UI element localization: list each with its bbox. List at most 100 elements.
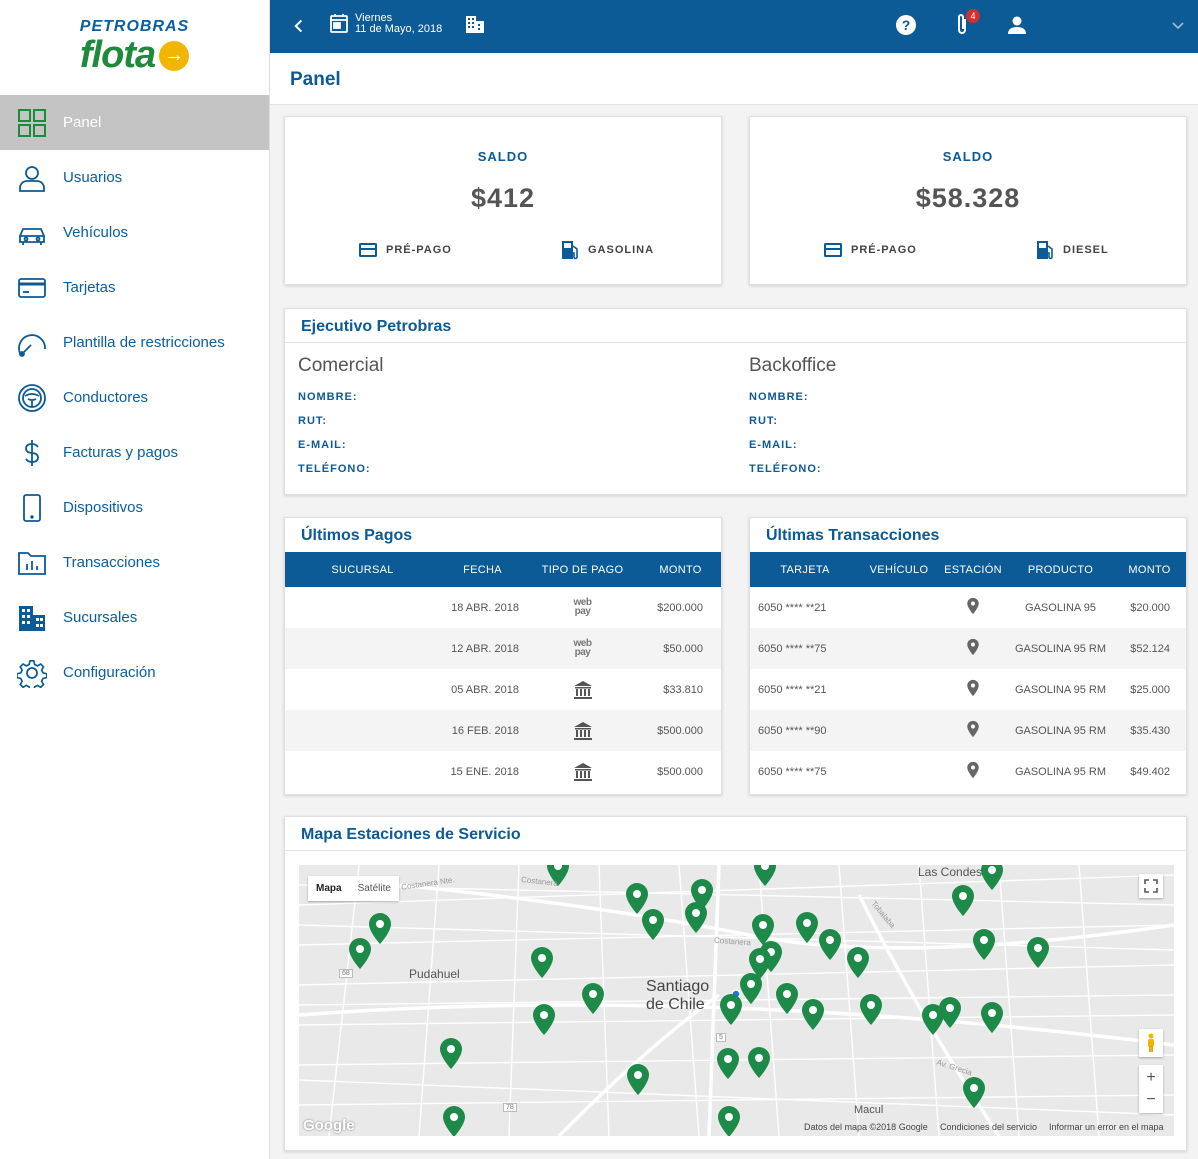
col-header-producto[interactable]: PRODUCTO xyxy=(1027,563,1094,576)
station-marker[interactable] xyxy=(720,994,742,1025)
saldo-fuel-label: DIESEL xyxy=(1063,244,1109,256)
map-place-las-condes: Las Condes xyxy=(918,865,983,879)
station-marker[interactable] xyxy=(981,865,1003,890)
table-row[interactable]: 15 ENE. 2018 $500.000 xyxy=(285,751,721,792)
col-header-fecha[interactable]: FECHA xyxy=(463,563,502,576)
station-marker[interactable] xyxy=(547,865,569,886)
col-header-sucursal[interactable]: SUCURSAL xyxy=(331,563,394,576)
station-marker[interactable] xyxy=(443,1106,465,1136)
table-row[interactable]: 6050 **** **21 GASOLINA 95 RM $25.000 xyxy=(750,669,1186,710)
station-marker[interactable] xyxy=(369,913,391,944)
sidebar-item-panel[interactable]: Panel xyxy=(0,95,269,150)
station-marker[interactable] xyxy=(802,999,824,1030)
table-row[interactable]: 18 ABR. 2018 web pay $200.000 xyxy=(285,587,721,628)
table-row[interactable]: 6050 **** **90 GASOLINA 95 RM $35.430 xyxy=(750,710,1186,751)
zoom-out-icon[interactable]: − xyxy=(1146,1091,1156,1108)
station-marker[interactable] xyxy=(685,902,707,933)
cell-estacion[interactable] xyxy=(938,669,1008,710)
fullscreen-icon[interactable] xyxy=(1139,874,1163,898)
table-row[interactable]: 6050 **** **21 GASOLINA 95 $20.000 xyxy=(750,587,1186,628)
table-row[interactable]: 16 FEB. 2018 $500.000 xyxy=(285,710,721,751)
station-marker[interactable] xyxy=(717,1048,739,1079)
cell-tarjeta: 6050 **** **75 xyxy=(758,642,827,655)
cell-monto: $52.124 xyxy=(1130,642,1170,655)
user-profile-icon[interactable] xyxy=(1006,14,1028,36)
col-header-monto[interactable]: MONTO xyxy=(1128,563,1171,576)
sidebar-item-sucursales[interactable]: Sucursales xyxy=(0,590,269,645)
station-marker[interactable] xyxy=(981,1002,1003,1033)
cell-tarjeta: 6050 **** **21 xyxy=(758,683,827,696)
table-row[interactable]: 05 ABR. 2018 $33.810 xyxy=(285,669,721,710)
cell-tipo-pago xyxy=(525,751,640,792)
station-marker[interactable] xyxy=(752,914,774,945)
chevron-down-icon[interactable] xyxy=(1170,17,1186,33)
sidebar-item-transacciones[interactable]: Transacciones xyxy=(0,535,269,590)
pegman-icon[interactable] xyxy=(1139,1029,1163,1057)
ultimas-transacciones-title: Últimas Transacciones xyxy=(766,527,940,544)
station-marker[interactable] xyxy=(952,885,974,916)
col-header-estacion[interactable]: ESTACIÓN xyxy=(944,563,1002,576)
station-marker[interactable] xyxy=(626,883,648,914)
map-type-satelite-button[interactable]: Satélite xyxy=(357,883,391,894)
col-header-vehiculo[interactable]: VEHÍCULO xyxy=(869,563,929,576)
station-marker[interactable] xyxy=(963,1077,985,1108)
sidebar-item-tarjetas[interactable]: Tarjetas xyxy=(0,260,269,315)
map-data-credit[interactable]: Datos del mapa ©2018 Google xyxy=(804,1122,928,1132)
station-marker[interactable] xyxy=(973,929,995,960)
location-pin-icon[interactable] xyxy=(962,720,984,742)
map-report-error-link[interactable]: Informar un error en el mapa xyxy=(1049,1122,1164,1132)
station-marker[interactable] xyxy=(754,865,776,886)
sidebar-item-usuarios[interactable]: Usuarios xyxy=(0,150,269,205)
sidebar-item-vehiculos[interactable]: Vehículos xyxy=(0,205,269,260)
station-marker[interactable] xyxy=(1027,937,1049,968)
table-row[interactable]: 12 ABR. 2018 web pay $50.000 xyxy=(285,628,721,669)
station-marker[interactable] xyxy=(860,994,882,1025)
station-marker[interactable] xyxy=(533,1004,555,1035)
location-pin-icon[interactable] xyxy=(962,597,984,619)
sidebar-item-conductores[interactable]: Conductores xyxy=(0,370,269,425)
station-marker[interactable] xyxy=(922,1004,944,1035)
col-header-tipo-pago[interactable]: TIPO DE PAGO xyxy=(541,563,624,576)
station-marker[interactable] xyxy=(531,947,553,978)
sidebar-item-plantilla[interactable]: Plantilla de restricciones xyxy=(0,315,269,370)
station-marker[interactable] xyxy=(718,1106,740,1136)
location-pin-icon[interactable] xyxy=(962,638,984,660)
attachment-icon[interactable] xyxy=(953,13,971,37)
location-pin-icon[interactable] xyxy=(962,679,984,701)
cell-estacion[interactable] xyxy=(938,751,1008,792)
station-marker[interactable] xyxy=(740,973,762,1004)
station-marker[interactable] xyxy=(749,948,771,979)
sidebar-item-facturas[interactable]: Facturas y pagos xyxy=(0,425,269,480)
company-building-icon[interactable] xyxy=(465,14,485,34)
sidebar-item-configuracion[interactable]: Configuración xyxy=(0,645,269,700)
station-marker[interactable] xyxy=(939,997,961,1028)
station-marker[interactable] xyxy=(847,947,869,978)
station-marker[interactable] xyxy=(627,1064,649,1095)
zoom-in-icon[interactable]: + xyxy=(1146,1069,1156,1086)
calendar-icon[interactable] xyxy=(330,13,348,33)
location-pin-icon[interactable] xyxy=(962,761,984,783)
station-marker[interactable] xyxy=(748,1047,770,1078)
station-marker[interactable] xyxy=(776,983,798,1014)
cell-estacion[interactable] xyxy=(938,710,1008,751)
cell-estacion[interactable] xyxy=(938,587,1008,628)
station-marker[interactable] xyxy=(642,909,664,940)
station-marker[interactable] xyxy=(796,912,818,943)
map-type-mapa-button[interactable]: Mapa xyxy=(316,883,342,894)
col-header-tarjeta[interactable]: TARJETA xyxy=(780,563,830,576)
table-row[interactable]: 6050 **** **75 GASOLINA 95 RM $49.402 xyxy=(750,751,1186,792)
sidebar-item-dispositivos[interactable]: Dispositivos xyxy=(0,480,269,535)
station-marker[interactable] xyxy=(349,938,371,969)
cell-estacion[interactable] xyxy=(938,628,1008,669)
station-marker[interactable] xyxy=(582,983,604,1014)
station-marker[interactable] xyxy=(440,1038,462,1069)
table-row[interactable]: 6050 **** **75 GASOLINA 95 RM $52.124 xyxy=(750,628,1186,669)
map-view[interactable]: Santiago de Chile Pudahuel Las Condes Ma… xyxy=(299,865,1174,1136)
help-icon[interactable]: ? xyxy=(895,14,917,36)
map-terms-link[interactable]: Condiciones del servicio xyxy=(940,1122,1038,1132)
svg-text:?: ? xyxy=(902,17,911,33)
petrobras-flota-logo[interactable]: PETROBRAS flota → xyxy=(0,0,269,95)
station-marker[interactable] xyxy=(819,929,841,960)
col-header-monto[interactable]: MONTO xyxy=(659,563,702,576)
back-arrow-icon[interactable] xyxy=(288,14,310,38)
